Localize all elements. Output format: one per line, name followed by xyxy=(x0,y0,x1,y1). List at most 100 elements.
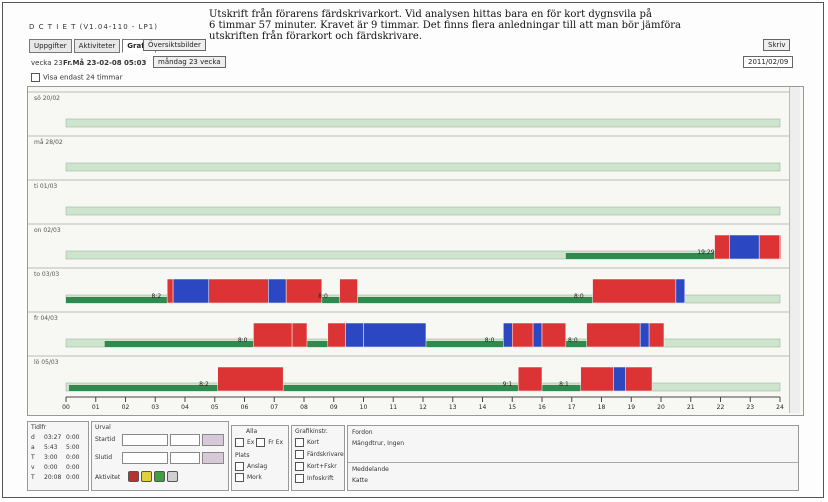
drive-activity-icon[interactable] xyxy=(128,471,139,482)
start-label: Startid xyxy=(95,436,116,443)
day-label: lö 05/03 xyxy=(34,359,59,366)
duration-label: 9:1 xyxy=(503,381,513,388)
day-label: ti 01/03 xyxy=(34,183,58,190)
plats-option-2-checkbox[interactable] xyxy=(235,473,244,482)
grafik-option-2-checkbox[interactable] xyxy=(295,450,304,459)
hour-tick-label: 00 xyxy=(62,404,70,411)
hour-tick-label: 10 xyxy=(360,404,368,411)
day-label: fr 04/03 xyxy=(34,315,58,322)
activity-buttons xyxy=(128,471,180,482)
rest-activity-icon[interactable] xyxy=(154,471,165,482)
work-block xyxy=(639,322,650,348)
drive-block xyxy=(291,322,308,348)
work-block xyxy=(613,366,626,392)
alla-option-2: Fr xyxy=(268,439,274,446)
end-label: Slutid xyxy=(95,454,113,461)
hour-tick-label: 24 xyxy=(776,404,784,411)
duration-label: 8:2 xyxy=(152,293,162,300)
hour-tick-label: 19 xyxy=(627,404,635,411)
stats-key: T xyxy=(31,454,35,461)
show-24h-checkbox[interactable] xyxy=(31,73,40,82)
urval-title: Urval xyxy=(95,424,111,431)
work-block xyxy=(363,322,427,348)
work-block xyxy=(729,234,760,260)
hour-tick-label: 16 xyxy=(538,404,546,411)
hour-tick-label: 20 xyxy=(657,404,665,411)
chart-scrollbar[interactable] xyxy=(789,87,800,413)
drive-block xyxy=(327,322,346,348)
hour-tick-label: 13 xyxy=(449,404,457,411)
timeline-svg: 19:29 8:2 8:0 8:0 8:0 8:0 8:0 8:2 9:1 8:1 00 01 02 03… xyxy=(28,91,790,411)
hour-tick-label: 17 xyxy=(568,404,576,411)
alla-option-2-checkbox[interactable] xyxy=(256,438,266,447)
meddel-label: Meddelande xyxy=(352,466,389,473)
grafik-option-2-label: Färdskrivare xyxy=(307,451,344,458)
drive-block xyxy=(580,366,614,392)
activity-label: Aktivitet xyxy=(95,474,121,481)
start-picker-button[interactable] xyxy=(202,434,224,446)
plats-option-1-checkbox[interactable] xyxy=(235,462,244,471)
date-field[interactable]: 2011/02/09 xyxy=(743,56,794,68)
details-divider xyxy=(348,462,798,463)
plats-option-1[interactable]: Anslag xyxy=(235,462,267,471)
alla-label: Alla xyxy=(246,428,258,435)
bottom-panel: Tidlfr d 03:27 0:00 a 5:43 5:00 T 3:00 0:00 v 0:00… xyxy=(27,421,802,499)
hour-tick-label: 08 xyxy=(300,404,308,411)
end-date-field[interactable] xyxy=(122,452,168,464)
fordon-value: Mängdtrur, Ingen xyxy=(352,440,405,447)
alla-option-1: Ex xyxy=(247,439,255,446)
drive-block xyxy=(625,366,653,392)
urval-panel: Urval Startid Slutid Aktivitet xyxy=(91,421,229,491)
end-picker-button[interactable] xyxy=(202,452,224,464)
grafik-option-3[interactable]: Kort+Fskr xyxy=(295,462,337,471)
alla-option-1-checkbox[interactable] xyxy=(235,438,244,447)
stats-value-2: 0:00 xyxy=(66,434,80,441)
overview-button[interactable]: Översiktsbilder xyxy=(143,39,206,51)
grafik-option-1-checkbox[interactable] xyxy=(295,438,304,447)
grafik-option-4[interactable]: Infoskrift xyxy=(295,474,333,483)
tab-uppgifter[interactable]: Uppgifter xyxy=(29,39,72,53)
grafik-option-3-label: Kort+Fskr xyxy=(307,463,337,470)
work-activity-icon[interactable] xyxy=(141,471,152,482)
plats-option-2[interactable]: Mork xyxy=(235,473,262,482)
print-button[interactable]: Skriv xyxy=(763,39,791,51)
period-select[interactable]: måndag 23 vecka xyxy=(153,56,226,68)
grafik-option-2[interactable]: Färdskrivare xyxy=(295,450,344,459)
note-line-2: 6 timmar 57 minuter. Kravet är 9 timmar.… xyxy=(209,20,681,31)
hour-tick-label: 07 xyxy=(270,404,278,411)
grafik-option-3-checkbox[interactable] xyxy=(295,462,304,471)
show-24h-label: Visa endast 24 timmar xyxy=(43,73,123,82)
start-time-field[interactable] xyxy=(170,434,200,446)
hour-tick-label: 03 xyxy=(151,404,159,411)
drive-block xyxy=(166,278,174,304)
duration-label: 8:0 xyxy=(485,337,495,344)
annotation-note: Utskrift från förarens färdskrivarkort. … xyxy=(209,9,709,42)
tab-aktiviteter[interactable]: Aktiviteter xyxy=(73,39,121,53)
alla-option-3: Ex xyxy=(275,439,284,446)
drive-block xyxy=(779,234,782,260)
hour-tick-label: 11 xyxy=(389,404,397,411)
grafik-option-4-checkbox[interactable] xyxy=(295,474,304,483)
start-date-field[interactable] xyxy=(122,434,168,446)
rest-track xyxy=(65,206,781,216)
bed-activity-icon[interactable] xyxy=(167,471,178,482)
details-panel: Fordon Mängdtrur, Ingen Meddelande Katte xyxy=(347,425,799,491)
stats-value: 0:00 xyxy=(44,464,58,471)
stats-value: 5:43 xyxy=(44,444,58,451)
drive-block xyxy=(253,322,293,348)
duration-label: 8:0 xyxy=(568,337,578,344)
show-24h-option[interactable]: Visa endast 24 timmar xyxy=(31,73,122,82)
day-label: må 28/02 xyxy=(34,139,63,146)
end-time-field[interactable] xyxy=(170,452,200,464)
grafik-option-4-label: Infoskrift xyxy=(307,475,334,482)
stats-value-2: 5:00 xyxy=(66,444,80,451)
drive-block xyxy=(648,322,665,348)
hour-tick-label: 15 xyxy=(508,404,516,411)
stats-value: 03:27 xyxy=(44,434,62,441)
stats-key: d xyxy=(31,434,35,441)
stats-key: T xyxy=(31,474,35,481)
stats-panel: Tidlfr d 03:27 0:00 a 5:43 5:00 T 3:00 0:00 v 0:00… xyxy=(27,421,89,491)
grafik-option-1[interactable]: Kort xyxy=(295,438,319,447)
work-block xyxy=(675,278,686,304)
